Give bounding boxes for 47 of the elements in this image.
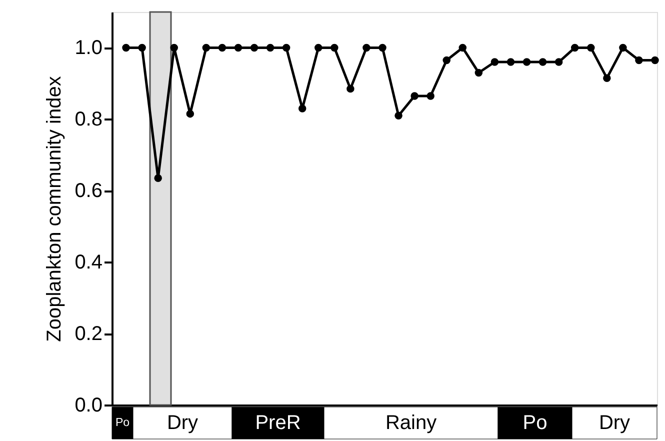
point [298, 104, 306, 112]
point [506, 58, 515, 66]
y-tick-label: 0.0 [74, 394, 102, 416]
point [218, 44, 226, 52]
point [394, 112, 402, 120]
point [314, 44, 322, 52]
point [378, 44, 386, 52]
point [186, 110, 194, 118]
point [651, 56, 659, 64]
y-tick-label: 0.6 [74, 180, 102, 202]
point [603, 74, 611, 82]
point [138, 44, 146, 52]
point [458, 44, 467, 52]
text: Dry [598, 412, 630, 434]
point [234, 44, 242, 52]
point [554, 58, 563, 66]
point [266, 44, 274, 52]
point [122, 44, 130, 52]
text: Po [115, 417, 130, 429]
point [587, 44, 595, 52]
text: PreR [255, 412, 301, 434]
point [170, 44, 178, 52]
point [635, 56, 643, 64]
y-tick-label: 0.2 [74, 323, 102, 346]
y-tick-label: 0.4 [74, 252, 102, 274]
text: Rainy [385, 412, 437, 434]
point [362, 44, 370, 52]
point [474, 68, 483, 77]
point [330, 44, 338, 52]
point [426, 92, 434, 100]
point [619, 44, 627, 52]
y-tick-label: 1.0 [74, 37, 102, 60]
point [442, 56, 450, 64]
point [250, 44, 258, 52]
point [410, 92, 418, 100]
point [346, 84, 354, 93]
point [570, 44, 579, 52]
point [538, 58, 547, 66]
point [202, 44, 210, 52]
y-tick-label: 0.8 [74, 108, 102, 131]
point [522, 58, 531, 66]
text: Po [522, 412, 548, 434]
point [154, 174, 162, 182]
text: Dry [166, 412, 198, 434]
point [282, 44, 290, 52]
point [490, 58, 499, 66]
y-axis-title: Zooplankton community index [44, 76, 66, 342]
